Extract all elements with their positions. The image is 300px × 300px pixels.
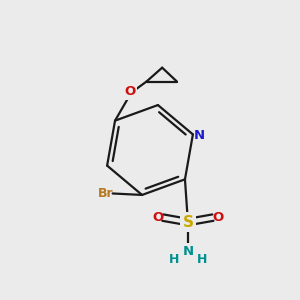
Text: O: O [212,211,223,224]
Text: N: N [194,129,205,142]
Text: S: S [182,214,194,230]
Text: O: O [152,211,164,224]
Text: N: N [182,245,194,258]
Text: O: O [124,85,135,98]
Text: H: H [169,253,179,266]
Text: H: H [197,253,207,266]
Text: Br: Br [98,187,114,200]
